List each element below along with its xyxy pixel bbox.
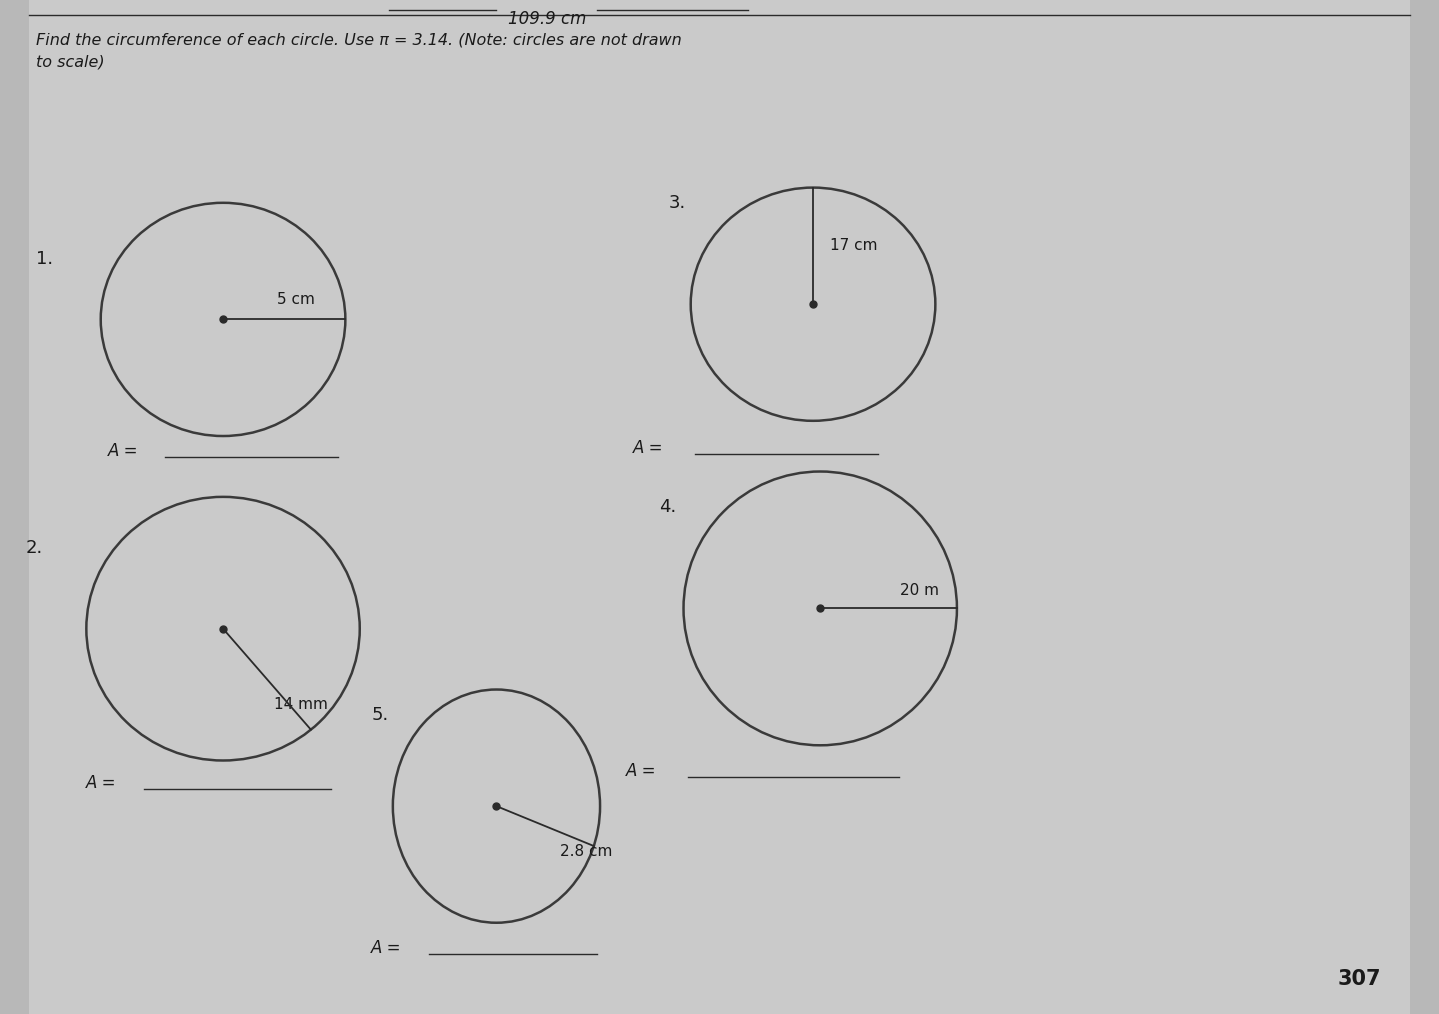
Text: 14 mm: 14 mm bbox=[275, 698, 328, 713]
Text: A =: A = bbox=[371, 939, 407, 957]
Text: 1.: 1. bbox=[36, 249, 53, 268]
Text: A =: A = bbox=[626, 762, 662, 780]
Text: 5.: 5. bbox=[371, 706, 389, 724]
Text: 20 m: 20 m bbox=[901, 583, 940, 598]
Text: to scale): to scale) bbox=[36, 55, 105, 70]
Text: Find the circumference of each circle. Use π = 3.14. (Note: circles are not draw: Find the circumference of each circle. U… bbox=[36, 32, 682, 48]
Text: 2.8 cm: 2.8 cm bbox=[560, 845, 612, 859]
Text: 2.: 2. bbox=[26, 538, 43, 557]
Text: 17 cm: 17 cm bbox=[830, 238, 878, 254]
Text: 5 cm: 5 cm bbox=[276, 292, 315, 307]
Text: A =: A = bbox=[86, 774, 122, 792]
Text: 109.9 cm: 109.9 cm bbox=[508, 10, 586, 28]
Text: 3.: 3. bbox=[669, 194, 686, 212]
Text: 307: 307 bbox=[1338, 968, 1381, 989]
Text: A =: A = bbox=[633, 439, 669, 457]
Text: A =: A = bbox=[108, 442, 144, 460]
Text: 4.: 4. bbox=[659, 498, 676, 516]
